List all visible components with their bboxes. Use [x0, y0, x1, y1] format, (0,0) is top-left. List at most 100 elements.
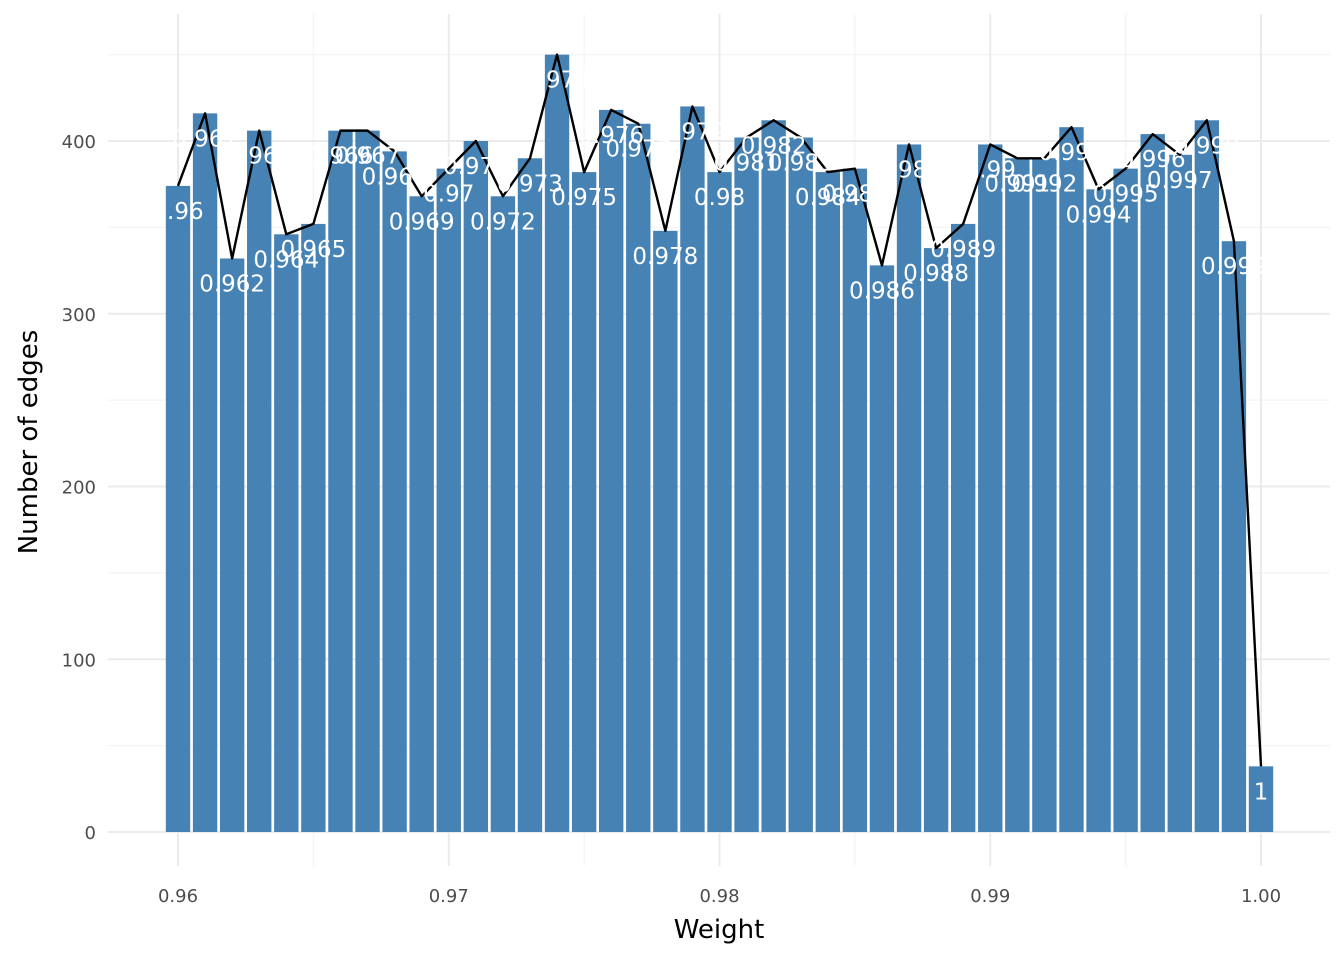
trend-line	[176, 53, 1263, 767]
bar-label: 0.995	[1093, 182, 1159, 208]
bar	[165, 185, 191, 833]
bar	[923, 248, 949, 833]
bar-label: 1	[1254, 779, 1269, 805]
axes: 0.96 0.97 0.98 0.99 1.00 0 100 200 300 400	[62, 132, 1281, 907]
bar	[761, 120, 786, 832]
y-tick-label: 100	[62, 650, 96, 671]
bar-label: 0.976	[578, 123, 644, 149]
bar	[409, 196, 434, 832]
bar-label: 0.974	[524, 68, 590, 94]
bar	[869, 265, 895, 832]
bar	[734, 137, 759, 833]
bar	[978, 144, 1003, 832]
bar-label: 0.978	[632, 244, 698, 270]
bar-label: 0.986	[849, 278, 915, 304]
bar-label: 0.979	[659, 119, 725, 145]
bar	[219, 258, 245, 833]
bar	[544, 54, 570, 832]
bar	[1167, 154, 1192, 832]
y-axis-title: Number of edges	[14, 330, 44, 555]
bar	[247, 130, 272, 832]
bar	[815, 172, 840, 833]
bar	[788, 137, 813, 833]
bar	[490, 196, 516, 832]
bar-label: 0.987	[876, 157, 942, 183]
bar-label: 0.975	[551, 185, 617, 211]
trend-line-group	[176, 53, 1263, 767]
bar-label: 0.96	[152, 199, 203, 225]
y-tick-label: 200	[62, 478, 96, 499]
bar	[1032, 158, 1057, 832]
bar	[653, 230, 678, 832]
x-tick-label: 0.97	[429, 886, 469, 907]
bar-label: 0.98	[694, 185, 745, 211]
x-tick-label: 0.96	[158, 886, 198, 907]
bar	[1248, 766, 1274, 832]
bar-label: 0.993	[1039, 140, 1105, 166]
bar	[1194, 120, 1220, 832]
bar-label: 0.994	[1066, 202, 1132, 228]
bar	[1140, 134, 1165, 833]
bar-label: 0.999	[1201, 254, 1267, 280]
bar-label: 0.983	[768, 151, 834, 177]
bar-label: 0.972	[470, 209, 536, 235]
bar-label: 0.982	[741, 133, 807, 159]
bar-label: 0.984	[795, 185, 861, 211]
bar	[301, 223, 326, 833]
bar	[680, 106, 705, 832]
bar	[842, 168, 868, 832]
bar-label: 0.969	[389, 209, 455, 235]
bar	[1086, 189, 1111, 832]
bar-label: 0.997	[1147, 168, 1213, 194]
bar-label: 0.977	[605, 137, 671, 163]
bar-label: 0.988	[903, 261, 969, 287]
bar-label: 0.963	[226, 144, 292, 170]
bar	[707, 172, 732, 833]
bar	[599, 109, 624, 832]
bar	[1113, 168, 1138, 832]
bar	[517, 158, 543, 832]
x-tick-label: 0.99	[970, 886, 1010, 907]
bar-label: 0.989	[930, 237, 996, 263]
bars	[165, 54, 1274, 833]
bar-label: 0.97	[423, 182, 474, 208]
y-tick-label: 400	[62, 132, 96, 153]
bar-label: 0.996	[1120, 147, 1186, 173]
bar-label: 0.962	[199, 271, 265, 297]
bar-label: 0.985	[822, 182, 888, 208]
bar-label: 0.99	[965, 157, 1016, 183]
bar	[950, 223, 976, 833]
bar-label: 0.967	[335, 144, 401, 170]
bar	[1005, 158, 1030, 832]
bar	[328, 130, 353, 832]
bar-label: 0.991	[984, 171, 1050, 197]
bar-label: 0.971	[443, 154, 509, 180]
bar-label: 0.981	[714, 151, 780, 177]
bar-label: 0.998	[1174, 133, 1240, 159]
x-tick-label: 1.00	[1241, 886, 1281, 907]
bar-label: 0.965	[280, 237, 346, 263]
bar	[192, 113, 218, 833]
x-axis-title: Weight	[674, 915, 765, 945]
bar	[463, 141, 489, 832]
bar-label: 0.961	[172, 126, 238, 152]
bar-labels: 0.960.9610.9620.9630.9640.9650.9660.9670…	[152, 68, 1268, 806]
bar-label: 0.973	[497, 171, 563, 197]
bar	[1059, 127, 1084, 833]
bar	[274, 234, 299, 832]
bar	[896, 144, 922, 832]
y-tick-label: 300	[62, 305, 96, 326]
bar	[571, 172, 597, 833]
x-tick-label: 0.98	[699, 886, 739, 907]
bar-label: 0.968	[362, 164, 428, 190]
bar-label: 0.964	[253, 247, 319, 273]
bar-label: 0.992	[1011, 171, 1077, 197]
y-tick-label: 0	[85, 823, 96, 844]
bar	[626, 123, 651, 833]
bar	[355, 130, 380, 832]
bar	[1221, 241, 1247, 832]
bar-label: 0.966	[308, 144, 374, 170]
bar	[382, 151, 407, 833]
bar	[436, 168, 461, 832]
